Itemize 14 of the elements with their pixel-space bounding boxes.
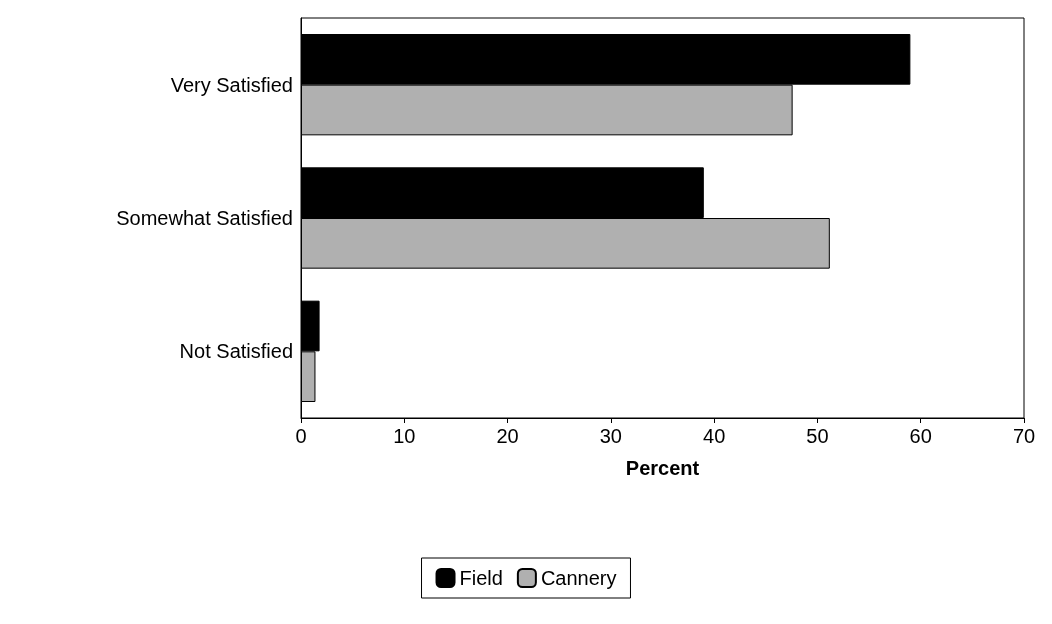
x-tick-label: 60 [909, 425, 932, 447]
y-tick-label: Somewhat Satisfied [116, 207, 293, 229]
legend-label: Cannery [540, 567, 617, 589]
y-tick-label: Very Satisfied [170, 73, 293, 96]
x-tick-label: 50 [806, 425, 829, 447]
x-tick-label: 40 [703, 425, 726, 447]
x-tick-label: 70 [1012, 425, 1036, 447]
x-tick-label: 10 [393, 425, 416, 447]
legend-label: Field [459, 567, 503, 589]
x-tick-label: 30 [599, 425, 622, 447]
x-tick-label: 20 [496, 425, 519, 447]
y-tick-label: Not Satisfied [179, 340, 293, 363]
x-tick-label: 0 [295, 425, 307, 447]
x-axis-title: Percent [625, 457, 700, 479]
